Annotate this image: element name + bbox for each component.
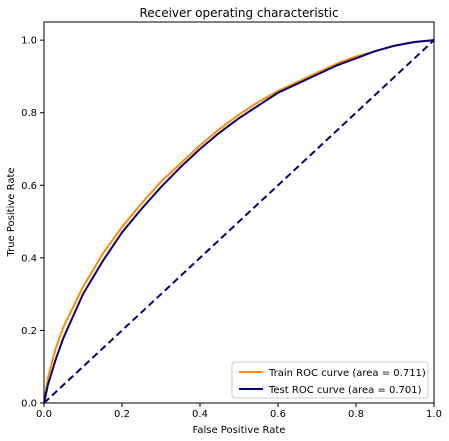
y-tick-label: 0.2 — [21, 326, 37, 337]
x-tick-label: 0.2 — [114, 409, 130, 420]
y-tick-label: 0.0 — [21, 399, 37, 410]
legend: Train ROC curve (area = 0.711) Test ROC … — [231, 361, 429, 399]
legend-label-train: Train ROC curve (area = 0.711) — [268, 368, 426, 379]
plot-frame — [43, 21, 435, 404]
test-roc-curve — [43, 39, 435, 404]
legend-box — [231, 361, 429, 399]
x-axis-ticks: 0.0 0.2 0.4 0.6 0.8 1.0 — [36, 403, 442, 420]
legend-label-test: Test ROC curve (area = 0.701) — [268, 385, 422, 396]
series-layer — [43, 39, 435, 404]
chance-diagonal — [43, 39, 435, 404]
y-tick-label: 0.8 — [21, 108, 37, 119]
x-tick-label: 1.0 — [426, 409, 442, 420]
chart-title: Receiver operating characteristic — [139, 6, 338, 20]
x-axis-label: False Positive Rate — [193, 425, 286, 436]
y-tick-label: 0.4 — [21, 253, 37, 264]
x-tick-label: 0.4 — [192, 409, 208, 420]
y-axis-ticks: 0.0 0.2 0.4 0.6 0.8 1.0 — [21, 36, 44, 410]
x-tick-label: 0.8 — [348, 409, 364, 420]
y-axis-label: True Positive Rate — [6, 167, 17, 257]
y-tick-label: 0.6 — [21, 181, 37, 192]
train-roc-curve — [43, 39, 435, 404]
y-tick-label: 1.0 — [21, 36, 37, 47]
plot-area — [44, 22, 434, 403]
x-tick-label: 0.0 — [36, 409, 52, 420]
x-tick-label: 0.6 — [270, 409, 286, 420]
